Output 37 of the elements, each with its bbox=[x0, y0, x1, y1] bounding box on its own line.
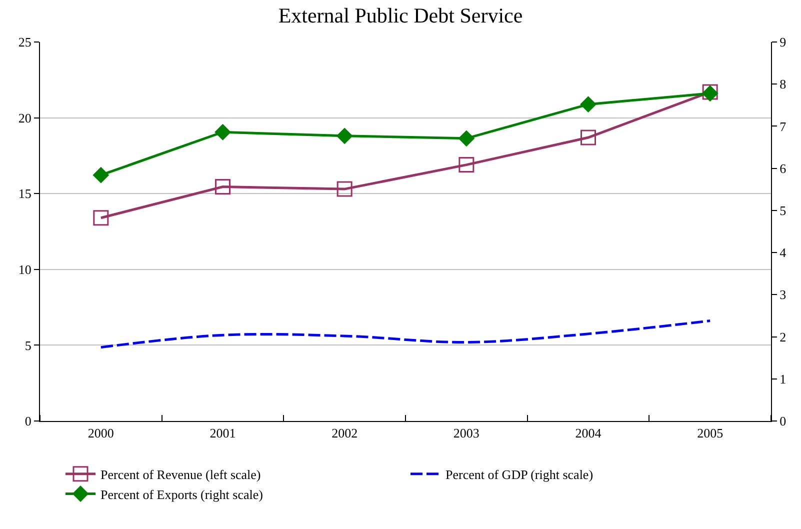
y2-tick-label: 5 bbox=[780, 202, 786, 218]
x-tick-label: 2001 bbox=[210, 426, 236, 441]
point bbox=[215, 179, 230, 195]
point bbox=[214, 124, 231, 140]
point bbox=[458, 157, 474, 173]
point bbox=[580, 130, 596, 146]
y2-tick-label: 3 bbox=[780, 287, 786, 302]
y2-tick-label: 0 bbox=[780, 414, 786, 429]
x-tick-label: 2000 bbox=[88, 426, 114, 441]
y2-tick-label: 6 bbox=[780, 160, 787, 176]
x-tick-label: 2005 bbox=[697, 426, 724, 441]
y2-tick-label: 1 bbox=[780, 371, 786, 386]
y2-tick-label: 7 bbox=[780, 118, 787, 134]
point bbox=[93, 210, 109, 226]
x-tick-label: 2004 bbox=[575, 426, 602, 441]
x-tick-label: 2002 bbox=[332, 426, 358, 441]
point bbox=[580, 96, 596, 112]
y2-tick-label: 9 bbox=[780, 34, 786, 50]
line-series bbox=[100, 320, 712, 349]
chart-title: External Public Debt Service bbox=[278, 4, 523, 28]
legend-label: Percent of Exports (right scale) bbox=[100, 486, 263, 502]
legend-label: Percent of GDP (right scale) bbox=[446, 466, 594, 482]
point bbox=[336, 128, 352, 144]
y-tick-label: 20 bbox=[18, 110, 32, 126]
y2-tick-label: 4 bbox=[780, 245, 787, 260]
y2-tick-label: 8 bbox=[780, 76, 786, 92]
y-tick-label: 10 bbox=[18, 262, 32, 277]
point bbox=[93, 167, 109, 183]
legend-label: Percent of Revenue (left scale) bbox=[100, 466, 261, 482]
y-tick-label: 0 bbox=[24, 414, 32, 429]
point bbox=[458, 130, 474, 146]
point bbox=[336, 181, 352, 197]
x-tick-label: 2003 bbox=[453, 426, 480, 441]
y-tick-label: 25 bbox=[18, 34, 32, 50]
y2-tick-label: 2 bbox=[780, 329, 786, 344]
y-tick-label: 5 bbox=[24, 338, 32, 353]
y-tick-label: 15 bbox=[18, 186, 32, 202]
